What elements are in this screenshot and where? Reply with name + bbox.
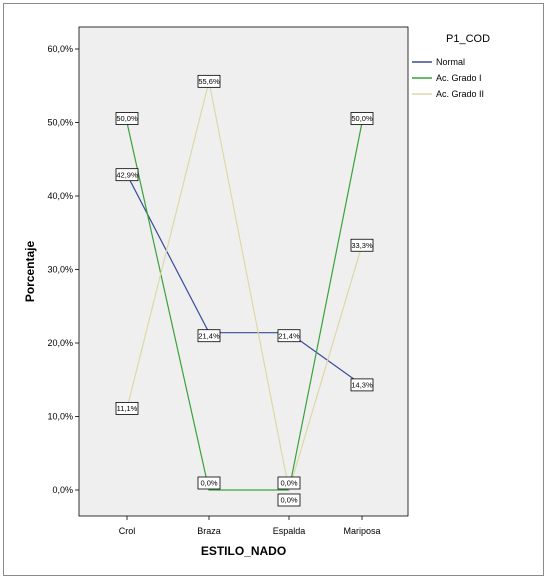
series-lines	[126, 81, 363, 491]
data-label-ac-grado-ii: 0,0%	[277, 493, 301, 507]
y-tick-label: 0,0%	[52, 485, 73, 495]
data-label-box	[350, 238, 374, 252]
data-label-box	[350, 112, 374, 125]
data-label-text: 14,3%	[351, 381, 373, 390]
data-label-text: 42,9%	[116, 170, 138, 179]
legend-entry-ac-grado-ii: Ac. Grado II	[436, 89, 484, 99]
x-tick-label: Crol	[119, 526, 136, 536]
data-label-box	[115, 112, 139, 125]
data-label-normal: 42,9%	[115, 168, 139, 182]
data-label-box	[115, 402, 139, 415]
legend-entry-ac-grado-i: Ac. Grado I	[436, 73, 482, 83]
data-label-text: 33,3%	[351, 241, 373, 250]
line-chart: 0,0% 10,0% 20,0% 30,0% 40,0% 50,0% 60,0% Crol B…	[23, 26, 490, 558]
data-label-box	[277, 329, 301, 343]
y-tick-label: 60,0%	[47, 44, 73, 54]
y-tick-label: 40,0%	[47, 191, 73, 201]
y-tick-label: 30,0%	[47, 265, 73, 275]
data-label-box	[277, 493, 301, 507]
data-label-ac-grado-i: 50,0%	[350, 112, 374, 125]
series-line-normal	[126, 174, 363, 386]
x-axis-title: ESTILO_NADO	[201, 544, 286, 558]
data-label-normal: 21,4%	[197, 329, 221, 343]
x-tick-label: Mariposa	[343, 526, 380, 536]
x-tick-label: Espalda	[273, 526, 306, 536]
data-labels: 42,9% 21,4% 21,4% 14,3% 50,0% 0,0% 0,0% 50,0% 11…	[115, 74, 374, 507]
data-label-box	[277, 476, 301, 490]
data-label-ac-grado-ii: 33,3%	[350, 238, 374, 252]
data-label-ac-grado-i: 50,0%	[115, 112, 139, 125]
y-axis: 0,0% 10,0% 20,0% 30,0% 40,0% 50,0% 60,0%	[47, 44, 79, 495]
data-label-text: 0,0%	[280, 496, 297, 505]
data-label-box	[197, 74, 221, 88]
y-tick-label: 20,0%	[47, 338, 73, 348]
data-label-text: 0,0%	[200, 479, 217, 488]
series-line-ac-grado-ii	[126, 81, 363, 491]
data-label-text: 21,4%	[198, 331, 220, 340]
data-label-box	[115, 168, 139, 182]
data-label-ac-grado-i: 0,0%	[277, 476, 301, 490]
y-tick-label: 10,0%	[47, 412, 73, 422]
legend: P1_COD Normal Ac. Grado I Ac. Grado II	[412, 33, 490, 99]
data-label-ac-grado-ii: 11,1%	[115, 402, 139, 415]
data-label-text: 50,0%	[351, 114, 373, 123]
series-line-ac-grado-i	[126, 122, 363, 491]
data-label-text: 11,1%	[117, 404, 138, 413]
data-label-box	[197, 329, 221, 343]
data-label-text: 55,6%	[198, 77, 220, 86]
data-label-normal: 21,4%	[277, 329, 301, 343]
y-tick-label: 50,0%	[47, 118, 73, 128]
data-label-ac-grado-ii: 55,6%	[197, 74, 221, 88]
data-label-text: 0,0%	[280, 479, 297, 488]
x-axis: Crol Braza Espalda Mariposa	[119, 516, 381, 536]
y-axis-title: Porcentaje	[23, 240, 37, 302]
chart-frame: 0,0% 10,0% 20,0% 30,0% 40,0% 50,0% 60,0% Crol B…	[3, 3, 544, 576]
data-label-normal: 14,3%	[350, 378, 374, 392]
data-label-box	[350, 378, 374, 392]
data-label-text: 50,0%	[116, 114, 138, 123]
plot-area	[78, 26, 409, 517]
legend-title: P1_COD	[446, 33, 490, 45]
data-label-ac-grado-i: 0,0%	[197, 476, 221, 490]
data-label-text: 21,4%	[278, 331, 300, 340]
legend-entry-normal: Normal	[436, 57, 465, 67]
data-label-box	[197, 476, 221, 490]
x-tick-label: Braza	[197, 526, 221, 536]
